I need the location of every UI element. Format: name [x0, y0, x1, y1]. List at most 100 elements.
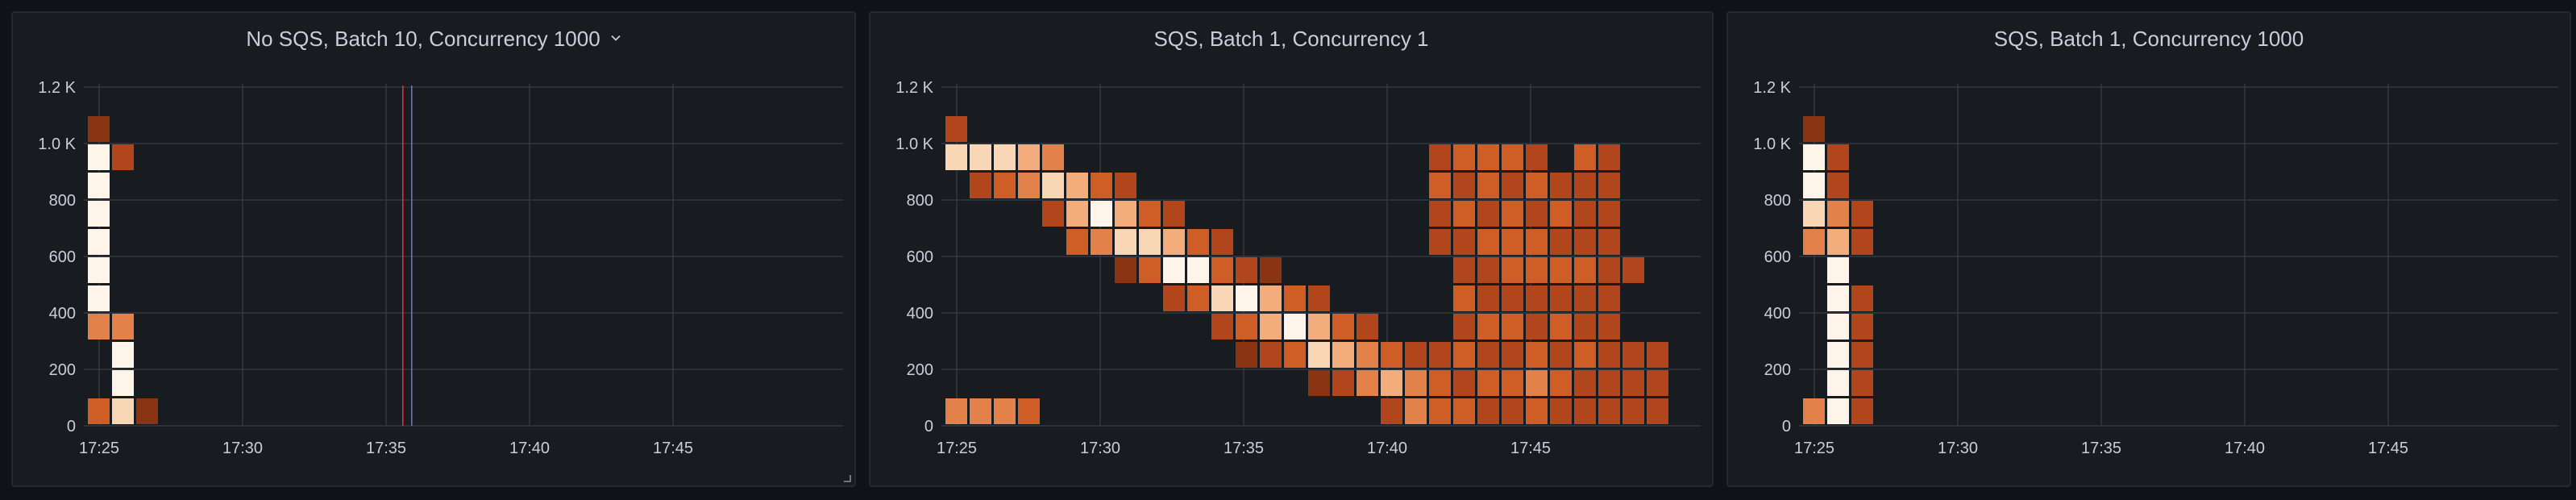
heatmap-cell[interactable]: [112, 342, 134, 368]
heatmap-cell[interactable]: [1308, 285, 1330, 311]
heatmap-cell[interactable]: [1598, 257, 1620, 283]
heatmap-cell[interactable]: [1550, 342, 1572, 368]
heatmap-cell[interactable]: [1526, 285, 1548, 311]
heatmap-cell[interactable]: [1260, 314, 1282, 340]
heatmap-cell[interactable]: [1851, 342, 1873, 368]
heatmap-cell[interactable]: [1332, 342, 1354, 368]
heatmap-cell[interactable]: [1115, 229, 1136, 255]
heatmap-cell[interactable]: [1211, 257, 1233, 283]
heatmap-cell[interactable]: [1803, 398, 1825, 424]
heatmap-cell[interactable]: [1211, 229, 1233, 255]
heatmap-cell[interactable]: [1647, 342, 1668, 368]
heatmap-cell[interactable]: [112, 314, 134, 340]
heatmap-cell[interactable]: [88, 201, 110, 227]
heatmap-cell[interactable]: [88, 116, 110, 142]
heatmap-cell[interactable]: [1381, 342, 1402, 368]
heatmap-cell[interactable]: [945, 144, 967, 170]
heatmap-cell[interactable]: [1598, 342, 1620, 368]
heatmap-cell[interactable]: [1827, 201, 1849, 227]
resize-handle-icon[interactable]: [841, 473, 851, 482]
heatmap-cell[interactable]: [1405, 342, 1427, 368]
heatmap-cell[interactable]: [1622, 342, 1644, 368]
heatmap-cell[interactable]: [1598, 229, 1620, 255]
heatmap-cell[interactable]: [1429, 229, 1451, 255]
heatmap-cell[interactable]: [1381, 398, 1402, 424]
heatmap-cell[interactable]: [1211, 314, 1233, 340]
heatmap-cell[interactable]: [945, 116, 967, 142]
heatmap-cell[interactable]: [1526, 201, 1548, 227]
heatmap-cell[interactable]: [1453, 144, 1475, 170]
heatmap-cell[interactable]: [1574, 173, 1596, 198]
heatmap-cell[interactable]: [112, 398, 134, 424]
heatmap-cell[interactable]: [1598, 144, 1620, 170]
heatmap-cell[interactable]: [1405, 370, 1427, 396]
heatmap-cell[interactable]: [1502, 342, 1523, 368]
heatmap-cell[interactable]: [1139, 229, 1161, 255]
heatmap-cell[interactable]: [1187, 285, 1209, 311]
heatmap-cell[interactable]: [1066, 173, 1088, 198]
heatmap-cell[interactable]: [1502, 201, 1523, 227]
heatmap-cell[interactable]: [1042, 201, 1064, 227]
heatmap-cell[interactable]: [1827, 398, 1849, 424]
heatmap-cell[interactable]: [1453, 342, 1475, 368]
heatmap-cell[interactable]: [1018, 398, 1040, 424]
heatmap-cell[interactable]: [112, 370, 134, 396]
heatmap-cell[interactable]: [1502, 173, 1523, 198]
heatmap-cell[interactable]: [1502, 398, 1523, 424]
heatmap-cell[interactable]: [1803, 229, 1825, 255]
heatmap-cell[interactable]: [1091, 173, 1112, 198]
heatmap-cell[interactable]: [945, 398, 967, 424]
heatmap-cell[interactable]: [1851, 201, 1873, 227]
heatmap-cell[interactable]: [1453, 370, 1475, 396]
heatmap-cell[interactable]: [1477, 398, 1499, 424]
heatmap-cell[interactable]: [1574, 285, 1596, 311]
heatmap-cell[interactable]: [1429, 201, 1451, 227]
heatmap-cell[interactable]: [1574, 342, 1596, 368]
heatmap-cell[interactable]: [1236, 285, 1257, 311]
heatmap-cell[interactable]: [1453, 398, 1475, 424]
heatmap-cell[interactable]: [1453, 314, 1475, 340]
heatmap-cell[interactable]: [1550, 257, 1572, 283]
heatmap-cell[interactable]: [112, 144, 134, 170]
heatmap-cell[interactable]: [1115, 201, 1136, 227]
heatmap-cell[interactable]: [1827, 257, 1849, 283]
heatmap-cell[interactable]: [1429, 173, 1451, 198]
heatmap-cell[interactable]: [1851, 398, 1873, 424]
heatmap-cell[interactable]: [1574, 257, 1596, 283]
heatmap-cell[interactable]: [88, 314, 110, 340]
heatmap-cell[interactable]: [1574, 201, 1596, 227]
heatmap-cell[interactable]: [1574, 144, 1596, 170]
heatmap-cell[interactable]: [1260, 257, 1282, 283]
heatmap-cell[interactable]: [88, 144, 110, 170]
heatmap-cell[interactable]: [1139, 201, 1161, 227]
heatmap-cell[interactable]: [1236, 314, 1257, 340]
heatmap-cell[interactable]: [1526, 257, 1548, 283]
heatmap-cell[interactable]: [1550, 314, 1572, 340]
heatmap-cell[interactable]: [1429, 370, 1451, 396]
heatmap-cell[interactable]: [1526, 314, 1548, 340]
heatmap-cell[interactable]: [1284, 314, 1306, 340]
heatmap-cell[interactable]: [1647, 370, 1668, 396]
heatmap-cell[interactable]: [970, 173, 991, 198]
heatmap-cell[interactable]: [1598, 398, 1620, 424]
heatmap-cell[interactable]: [1622, 257, 1644, 283]
heatmap-cell[interactable]: [1827, 342, 1849, 368]
heatmap-cell[interactable]: [1574, 314, 1596, 340]
heatmap-cell[interactable]: [1308, 370, 1330, 396]
heatmap-cell[interactable]: [1453, 173, 1475, 198]
heatmap-cell[interactable]: [1827, 144, 1849, 170]
heatmap-cell[interactable]: [994, 173, 1016, 198]
heatmap-cell[interactable]: [1477, 314, 1499, 340]
heatmap-cell[interactable]: [1308, 314, 1330, 340]
heatmap-cell[interactable]: [1622, 398, 1644, 424]
heatmap-cell[interactable]: [1066, 229, 1088, 255]
heatmap-cell[interactable]: [1211, 285, 1233, 311]
heatmap-cell[interactable]: [1526, 144, 1548, 170]
heatmap-cell[interactable]: [1163, 201, 1185, 227]
heatmap-cell[interactable]: [1453, 201, 1475, 227]
heatmap-cell[interactable]: [1647, 398, 1668, 424]
heatmap-cell[interactable]: [1163, 257, 1185, 283]
heatmap-cell[interactable]: [1803, 173, 1825, 198]
heatmap-cell[interactable]: [1827, 314, 1849, 340]
heatmap-cell[interactable]: [1803, 144, 1825, 170]
